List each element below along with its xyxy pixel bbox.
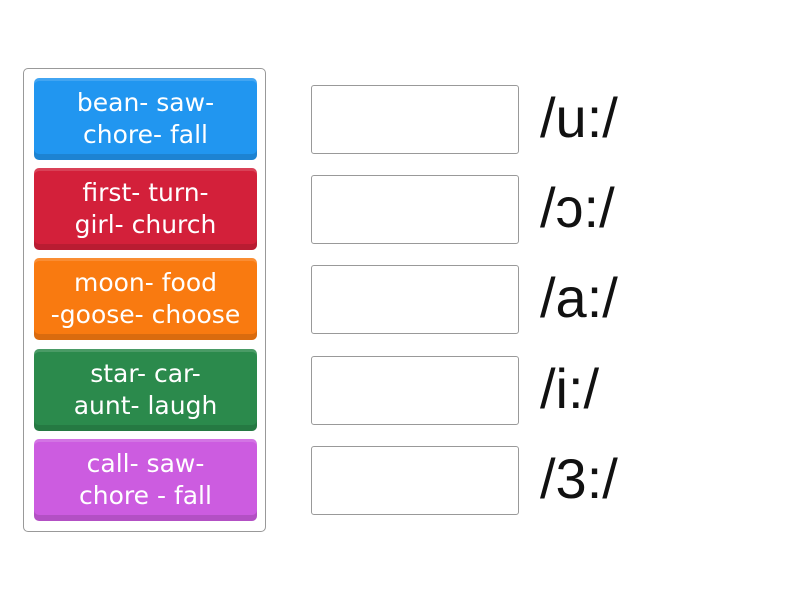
phonetic-symbol-label: /i:/ xyxy=(540,357,600,420)
word-tile[interactable]: bean- saw- chore- fall xyxy=(34,78,257,160)
word-tile[interactable]: first- turn- girl- church xyxy=(34,168,257,250)
drop-target-box[interactable] xyxy=(311,356,519,425)
drop-target-box[interactable] xyxy=(311,265,519,334)
word-tiles-panel: bean- saw- chore- fall first- turn- girl… xyxy=(23,68,266,532)
word-tile[interactable]: star- car- aunt- laugh xyxy=(34,349,257,431)
tile-label: star- car- aunt- laugh xyxy=(73,359,218,420)
tile-label: bean- saw- chore- fall xyxy=(76,88,215,149)
tile-label: moon- food -goose- choose xyxy=(50,268,241,329)
phonetic-symbol-label: /a:/ xyxy=(540,266,618,329)
tile-label: call- saw- chore - fall xyxy=(79,449,212,510)
word-tile[interactable]: call- saw- chore - fall xyxy=(34,439,257,521)
phonetic-symbol-label: /u:/ xyxy=(540,86,618,149)
phonetic-symbol-label: /3:/ xyxy=(540,447,618,510)
drop-target-box[interactable] xyxy=(311,446,519,515)
drop-target-box[interactable] xyxy=(311,175,519,244)
phonetic-symbol-label: /ɔ:/ xyxy=(540,176,615,239)
word-tile[interactable]: moon- food -goose- choose xyxy=(34,258,257,340)
drop-target-box[interactable] xyxy=(311,85,519,154)
tile-label: first- turn- girl- church xyxy=(74,178,217,239)
